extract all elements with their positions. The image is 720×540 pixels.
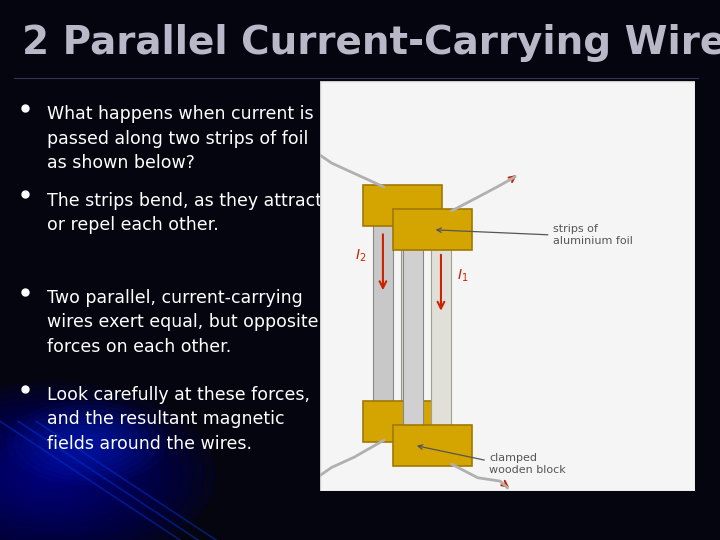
Bar	[373, 225, 393, 402]
FancyBboxPatch shape	[364, 401, 442, 442]
Ellipse shape	[6, 450, 94, 500]
Bar	[431, 248, 451, 427]
Ellipse shape	[0, 420, 149, 531]
FancyBboxPatch shape	[364, 185, 442, 226]
Ellipse shape	[47, 422, 126, 463]
Text: strips of
aluminium foil: strips of aluminium foil	[552, 224, 632, 246]
Ellipse shape	[0, 414, 160, 537]
Ellipse shape	[15, 406, 158, 480]
Text: Look carefully at these forces,
and the resultant magnetic
fields around the wir: Look carefully at these forces, and the …	[47, 386, 310, 453]
FancyBboxPatch shape	[393, 424, 472, 465]
Ellipse shape	[71, 435, 102, 451]
Text: Two parallel, current-carrying
wires exert equal, but opposite
forces on each ot: Two parallel, current-carrying wires exe…	[47, 289, 318, 355]
Ellipse shape	[0, 426, 138, 524]
Ellipse shape	[0, 401, 181, 540]
Ellipse shape	[31, 414, 142, 472]
Ellipse shape	[78, 438, 94, 447]
Text: $I_2$: $I_2$	[355, 247, 366, 264]
Ellipse shape	[0, 444, 105, 506]
Text: clamped
wooden block: clamped wooden block	[489, 453, 566, 475]
FancyBboxPatch shape	[393, 209, 472, 251]
Ellipse shape	[39, 418, 134, 468]
Ellipse shape	[0, 383, 215, 540]
Ellipse shape	[23, 409, 150, 476]
Ellipse shape	[40, 469, 61, 481]
Bar	[402, 248, 423, 427]
Text: 2 Parallel Current-Carrying Wires: 2 Parallel Current-Carrying Wires	[22, 24, 720, 62]
Text: The strips bend, as they attract
or repel each other.: The strips bend, as they attract or repe…	[47, 192, 322, 234]
Ellipse shape	[55, 426, 118, 460]
Bar	[401, 225, 421, 402]
Text: $I_1$: $I_1$	[457, 268, 469, 284]
Ellipse shape	[29, 463, 72, 488]
Ellipse shape	[0, 395, 193, 540]
Ellipse shape	[0, 408, 171, 540]
Ellipse shape	[0, 438, 116, 512]
Ellipse shape	[63, 430, 110, 455]
Ellipse shape	[0, 389, 204, 540]
Ellipse shape	[17, 457, 84, 494]
Text: What happens when current is
passed along two strips of foil
as shown below?: What happens when current is passed alon…	[47, 105, 313, 172]
Ellipse shape	[7, 401, 166, 484]
Ellipse shape	[0, 432, 127, 518]
